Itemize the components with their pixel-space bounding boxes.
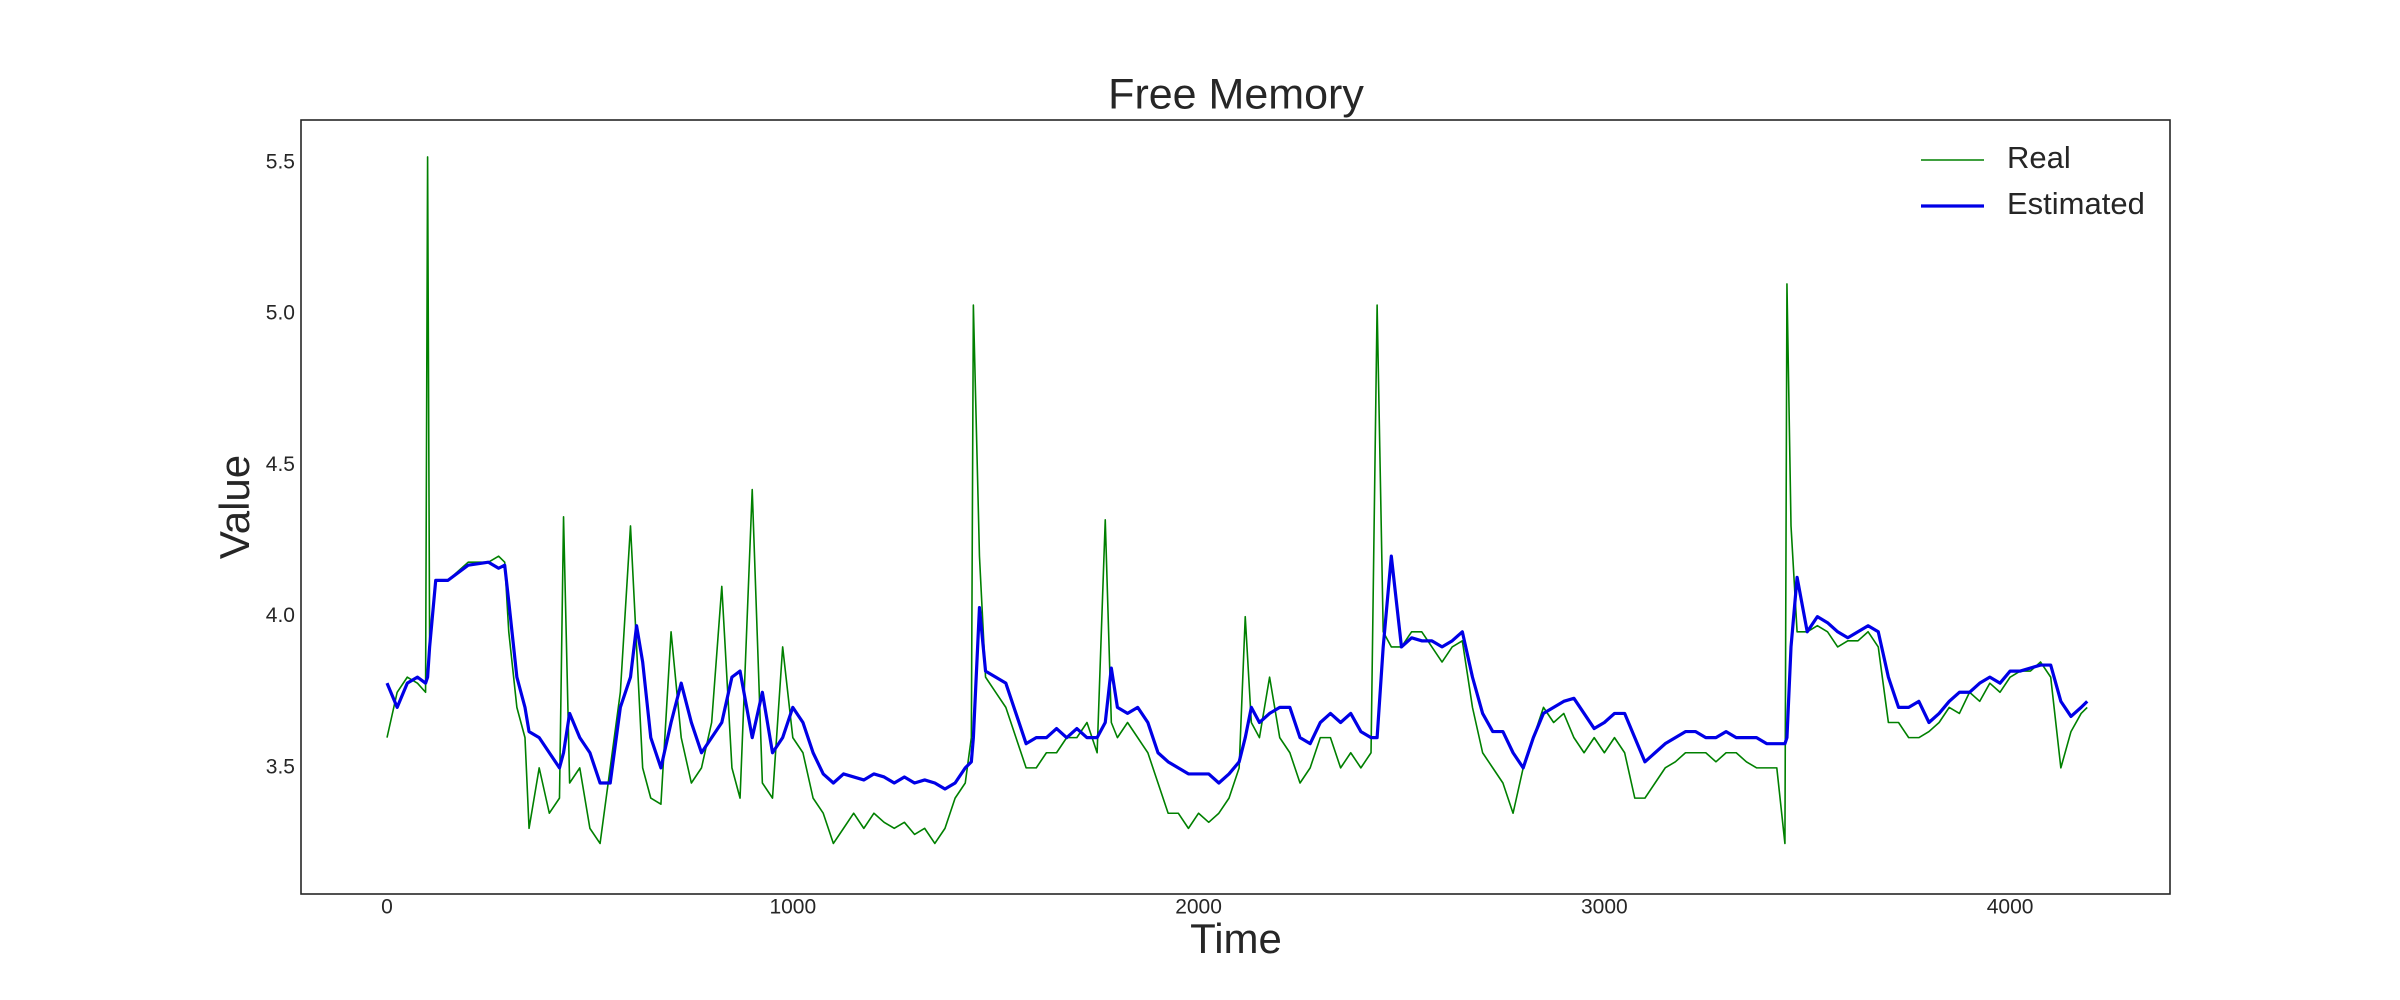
series-line	[386, 156, 2088, 845]
y-axis-label: Value	[211, 455, 258, 559]
x-tick-label: 3000	[1581, 896, 1628, 919]
x-tick-label: 2000	[1175, 896, 1222, 919]
series-line	[385, 554, 2089, 791]
y-tick-label: 4.5	[266, 453, 295, 476]
x-tick-label: 4000	[1987, 896, 2034, 919]
y-tick-label: 4.0	[266, 604, 295, 627]
legend-label: Estimated	[2007, 186, 2145, 221]
y-tick-label: 5.0	[266, 302, 295, 325]
plot-frame	[300, 119, 2171, 895]
x-tick-label: 1000	[769, 896, 816, 919]
x-tick-label: 0	[381, 896, 393, 919]
x-axis-label: Time	[1190, 915, 1282, 962]
legend-label: Real	[2007, 140, 2071, 175]
y-tick-label: 5.5	[266, 150, 295, 173]
y-tick-label: 3.5	[266, 755, 295, 778]
chart-title: Free Memory	[1108, 70, 1364, 118]
